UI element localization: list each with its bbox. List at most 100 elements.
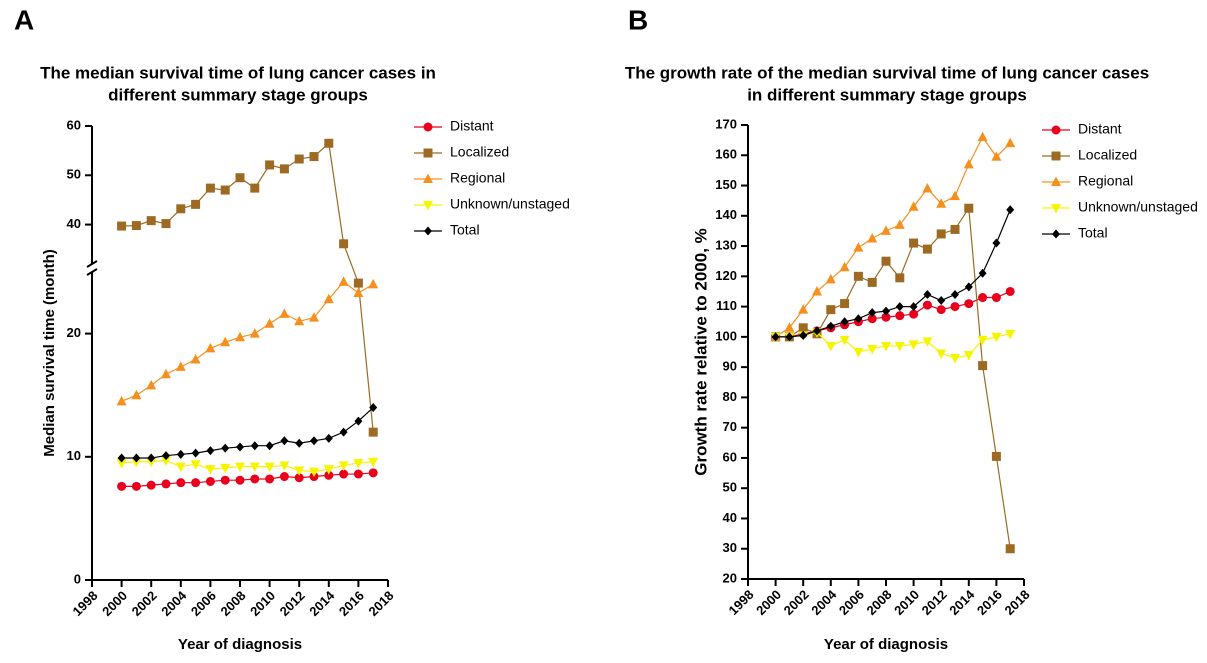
data-point (882, 306, 890, 316)
legend-marker (1052, 229, 1060, 239)
data-point (368, 427, 378, 437)
x-tick-label: 2012 (277, 588, 308, 619)
data-point (368, 278, 379, 289)
legend-label: Regional (1078, 173, 1133, 189)
legend-label: Total (450, 222, 480, 238)
data-point (867, 344, 878, 355)
x-tick-label: 2010 (891, 587, 922, 618)
data-point (909, 238, 919, 248)
data-point (922, 300, 932, 310)
data-point (950, 354, 960, 364)
data-point (191, 448, 200, 458)
legend-label: Distant (1078, 121, 1122, 137)
data-point (991, 332, 1002, 343)
legend-label: Total (1078, 225, 1108, 241)
data-point (338, 276, 349, 286)
data-point (881, 225, 891, 235)
y-tick-label: 20 (67, 325, 81, 340)
data-point (161, 368, 171, 379)
series-line (121, 459, 374, 473)
chart-title: different summary stage groups (108, 85, 368, 104)
y-tick-label: 170 (715, 116, 737, 131)
data-point (117, 221, 127, 231)
data-point (339, 469, 349, 479)
data-point (813, 326, 821, 336)
data-point (116, 395, 127, 406)
data-point (853, 348, 864, 358)
y-axis-label: Median survival time (month) (41, 249, 58, 457)
data-point (963, 351, 974, 361)
y-tick-label: 100 (715, 328, 737, 343)
data-point (368, 468, 378, 478)
data-point (368, 457, 379, 468)
data-point (867, 314, 877, 324)
data-point (950, 302, 960, 312)
y-tick-label: 60 (723, 449, 737, 464)
data-point (339, 239, 349, 249)
data-point (265, 441, 274, 451)
x-tick-label: 2014 (306, 587, 338, 619)
series-line (775, 135, 1011, 338)
data-point (353, 278, 363, 288)
y-tick-label: 130 (715, 238, 737, 253)
legend-marker (423, 201, 433, 211)
data-point (249, 462, 260, 473)
data-point (146, 379, 157, 390)
data-point (190, 460, 201, 470)
data-point (324, 138, 334, 148)
data-point (854, 314, 863, 324)
x-tick-label: 2000 (99, 588, 130, 619)
data-point (323, 293, 334, 304)
data-point (909, 302, 918, 312)
data-point (117, 453, 126, 463)
data-point (964, 282, 973, 292)
panel-label: B (628, 4, 648, 35)
data-point (798, 323, 808, 333)
chart-title: in different summary stage groups (747, 85, 1027, 104)
y-tick-label: 90 (723, 359, 737, 374)
data-point (922, 337, 933, 347)
legend-marker (423, 173, 433, 183)
x-tick-label: 2014 (946, 586, 978, 618)
data-point (279, 472, 289, 482)
data-point (235, 173, 245, 183)
data-point (279, 164, 289, 174)
y-tick-label: 60 (67, 117, 81, 132)
y-tick-label: 10 (67, 448, 81, 463)
y-tick-label: 20 (723, 570, 737, 585)
series-line (775, 331, 1011, 359)
data-point (909, 309, 919, 319)
data-point (771, 332, 780, 342)
data-point (936, 198, 947, 208)
x-tick-label: 1998 (725, 587, 756, 618)
data-point (799, 330, 808, 340)
series-line (121, 472, 374, 487)
data-point (279, 461, 290, 471)
data-point (191, 199, 201, 209)
data-point (249, 328, 260, 338)
data-point (950, 190, 960, 201)
data-point (868, 308, 877, 318)
legend-marker (1051, 176, 1061, 186)
data-point (881, 256, 891, 266)
y-tick-label: 80 (723, 389, 737, 404)
data-point (220, 463, 231, 474)
x-tick-label: 2008 (863, 587, 894, 618)
x-tick-label: 2012 (919, 587, 950, 618)
y-tick-label: 50 (723, 480, 737, 495)
data-point (294, 473, 304, 483)
data-point (309, 312, 319, 322)
data-point (839, 261, 850, 272)
data-point (1006, 205, 1015, 215)
data-point (161, 456, 171, 466)
data-point (1005, 286, 1015, 296)
data-point (250, 441, 259, 451)
x-axis-label: Year of diagnosis (824, 636, 948, 653)
data-point (964, 203, 974, 213)
data-point (131, 221, 141, 231)
data-point (798, 304, 809, 314)
data-point (175, 462, 186, 473)
data-point (825, 273, 836, 284)
data-point (310, 436, 318, 446)
